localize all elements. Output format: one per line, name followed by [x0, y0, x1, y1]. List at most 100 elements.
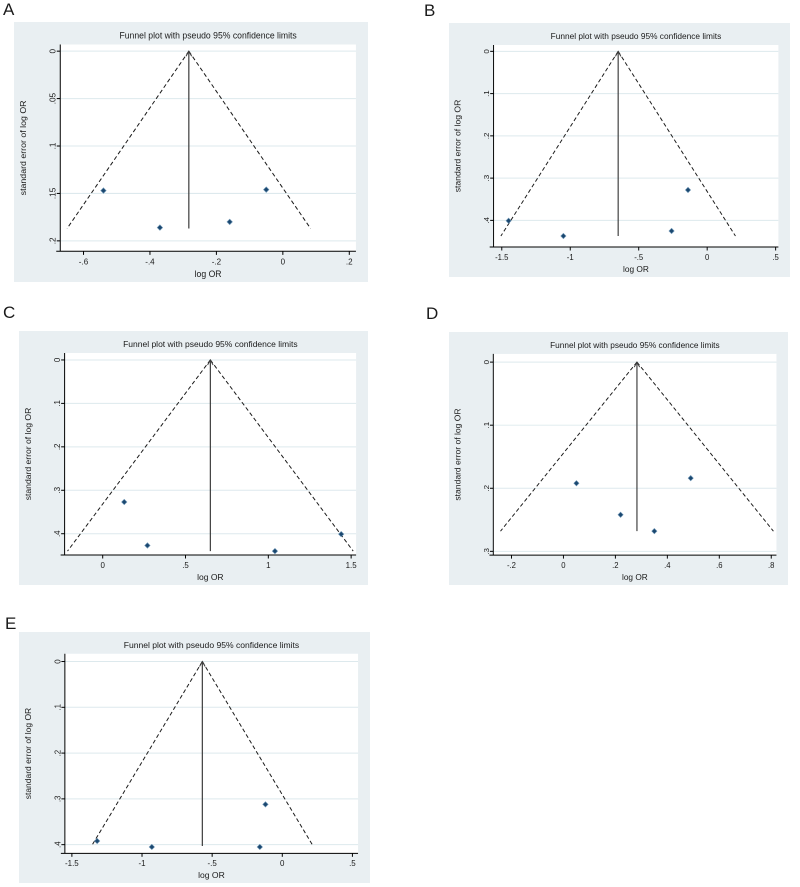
x-tick-label: 0	[561, 561, 566, 570]
x-tick-label: .5	[349, 859, 356, 868]
y-tick-label: .4	[482, 216, 491, 223]
y-axis-title: standard error of log OR	[23, 708, 33, 799]
y-tick-label: .4	[53, 530, 62, 537]
funnel-upper-ci-line	[209, 359, 354, 552]
chart-title: Funnel plot with pseudo 95% confidence l…	[124, 640, 299, 650]
x-tick-label: .5	[772, 253, 779, 262]
y-tick-label: 0	[53, 357, 62, 362]
x-tick-label: -.6	[79, 258, 89, 267]
x-tick-label: -1.5	[495, 253, 509, 262]
y-tick-label: .1	[53, 703, 62, 710]
funnel-plot-panel-d: 0 .1 .2 .3 -.2 0 .2 .4 .6 .8 Funnel plot with pseu…	[449, 332, 788, 585]
y-tick-label: .1	[53, 399, 62, 406]
funnel-plot-chart-b: 0 .1 .2 .3 .4 -1.5 -1 -.5 0 .5 Funnel plot with ps…	[449, 23, 790, 277]
funnel-lower-ci-line	[66, 50, 190, 229]
plot-area	[493, 45, 779, 247]
y-tick-label: .1	[482, 422, 491, 429]
x-tick-label: -.5	[207, 859, 217, 868]
x-axis-title: log OR	[198, 870, 225, 880]
y-tick-label: .1	[49, 142, 58, 149]
x-tick-label: -1	[138, 859, 146, 868]
study-point	[271, 547, 279, 555]
y-tick-label: .3	[53, 795, 62, 802]
x-tick-label: .4	[664, 561, 671, 570]
funnel-upper-ci-line	[188, 50, 312, 229]
chart-title: Funnel plot with pseudo 95% confidence l…	[551, 31, 722, 41]
y-axis-title: standard error of log OR	[23, 408, 33, 501]
y-tick-label: .15	[49, 187, 58, 199]
funnel-lower-ci-line	[91, 661, 203, 847]
y-axis-title: standard error of log OR	[453, 408, 463, 500]
x-axis-title: log OR	[195, 269, 222, 279]
study-point	[687, 475, 694, 482]
x-tick-label: .8	[768, 561, 775, 570]
panel-label-c: C	[3, 303, 16, 322]
y-tick-label: .2	[482, 485, 491, 492]
funnel-plot-panel-c: 0 .1 .2 .3 .4 0 .5 1 1.5 Funnel plot with pseudo …	[19, 331, 368, 585]
study-point	[338, 531, 345, 538]
funnel-plot-chart-c: 0 .1 .2 .3 .4 0 .5 1 1.5 Funnel plot with pseudo …	[19, 331, 368, 585]
funnel-lower-ci-line	[500, 361, 638, 532]
y-tick-label: .05	[49, 92, 58, 104]
x-tick-label: .5	[182, 561, 189, 570]
study-point	[560, 232, 567, 240]
x-tick-label: -1.5	[65, 859, 79, 868]
study-point	[100, 187, 107, 194]
x-tick-label: 0	[280, 859, 285, 868]
x-tick-label: .6	[716, 561, 723, 570]
y-tick-label: 0	[482, 48, 491, 53]
study-point	[263, 186, 270, 193]
y-axis-title: standard error of log OR	[453, 100, 463, 193]
funnel-plot-panel-e: 0 .1 .2 .3 .4 -1.5 -1 -.5 0 .5 Funnel plot with ps…	[19, 632, 370, 883]
apex-arrow	[207, 358, 214, 366]
y-tick-label: .1	[482, 90, 491, 97]
funnel-lower-ci-line	[500, 51, 619, 237]
y-tick-label: 0	[49, 48, 58, 53]
y-tick-label: .3	[53, 486, 62, 493]
y-tick-label: 0	[53, 659, 62, 664]
study-point	[668, 227, 675, 235]
plot-area	[60, 44, 356, 252]
x-tick-label: -.4	[145, 258, 155, 267]
y-tick-label: .4	[53, 841, 62, 848]
study-point	[256, 843, 263, 851]
study-point	[617, 511, 624, 518]
study-point	[121, 498, 128, 506]
funnel-lower-ci-line	[67, 359, 211, 552]
x-axis-title: log OR	[623, 264, 649, 274]
y-axis-title: standard error of log OR	[18, 100, 28, 195]
x-tick-label: -.5	[634, 253, 644, 262]
x-tick-label: 0	[281, 258, 286, 267]
panel-label-a: A	[3, 0, 15, 19]
x-tick-label: 0	[705, 253, 710, 262]
funnel-upper-ci-line	[636, 361, 774, 532]
apex-arrow	[615, 50, 622, 57]
study-point	[262, 801, 269, 808]
funnel-upper-ci-line	[617, 51, 736, 237]
apex-arrow	[199, 660, 206, 667]
x-tick-label: .2	[612, 561, 618, 570]
y-tick-label: 0	[482, 359, 491, 364]
plot-area	[493, 353, 777, 556]
y-tick-label: .2	[482, 133, 491, 140]
x-tick-label: 0	[100, 561, 105, 570]
funnel-plot-panel-a: 0 .05 .1 .15 .2 -.6 -.4 -.2 0 .2 Funnel plot with …	[14, 22, 368, 282]
study-point	[94, 837, 101, 845]
panel-label-d: D	[426, 304, 439, 323]
y-tick-label: .2	[53, 749, 62, 756]
study-point	[505, 217, 512, 224]
study-point	[651, 528, 658, 535]
y-tick-label: .3	[482, 174, 491, 181]
apex-arrow	[633, 361, 641, 368]
x-tick-label: 1.5	[346, 561, 358, 570]
study-point	[573, 480, 580, 487]
x-tick-label: .2	[346, 258, 353, 267]
study-point	[156, 224, 164, 231]
funnel-upper-ci-line	[201, 661, 314, 847]
funnel-plot-chart-d: 0 .1 .2 .3 -.2 0 .2 .4 .6 .8 Funnel plot with pseu…	[449, 332, 788, 585]
panel-label-b: B	[424, 1, 436, 20]
funnel-plot-panel-b: 0 .1 .2 .3 .4 -1.5 -1 -.5 0 .5 Funnel plot with ps…	[449, 23, 790, 277]
y-tick-label: .3	[482, 547, 491, 554]
chart-title: Funnel plot with pseudo 95% confidence l…	[550, 340, 720, 350]
